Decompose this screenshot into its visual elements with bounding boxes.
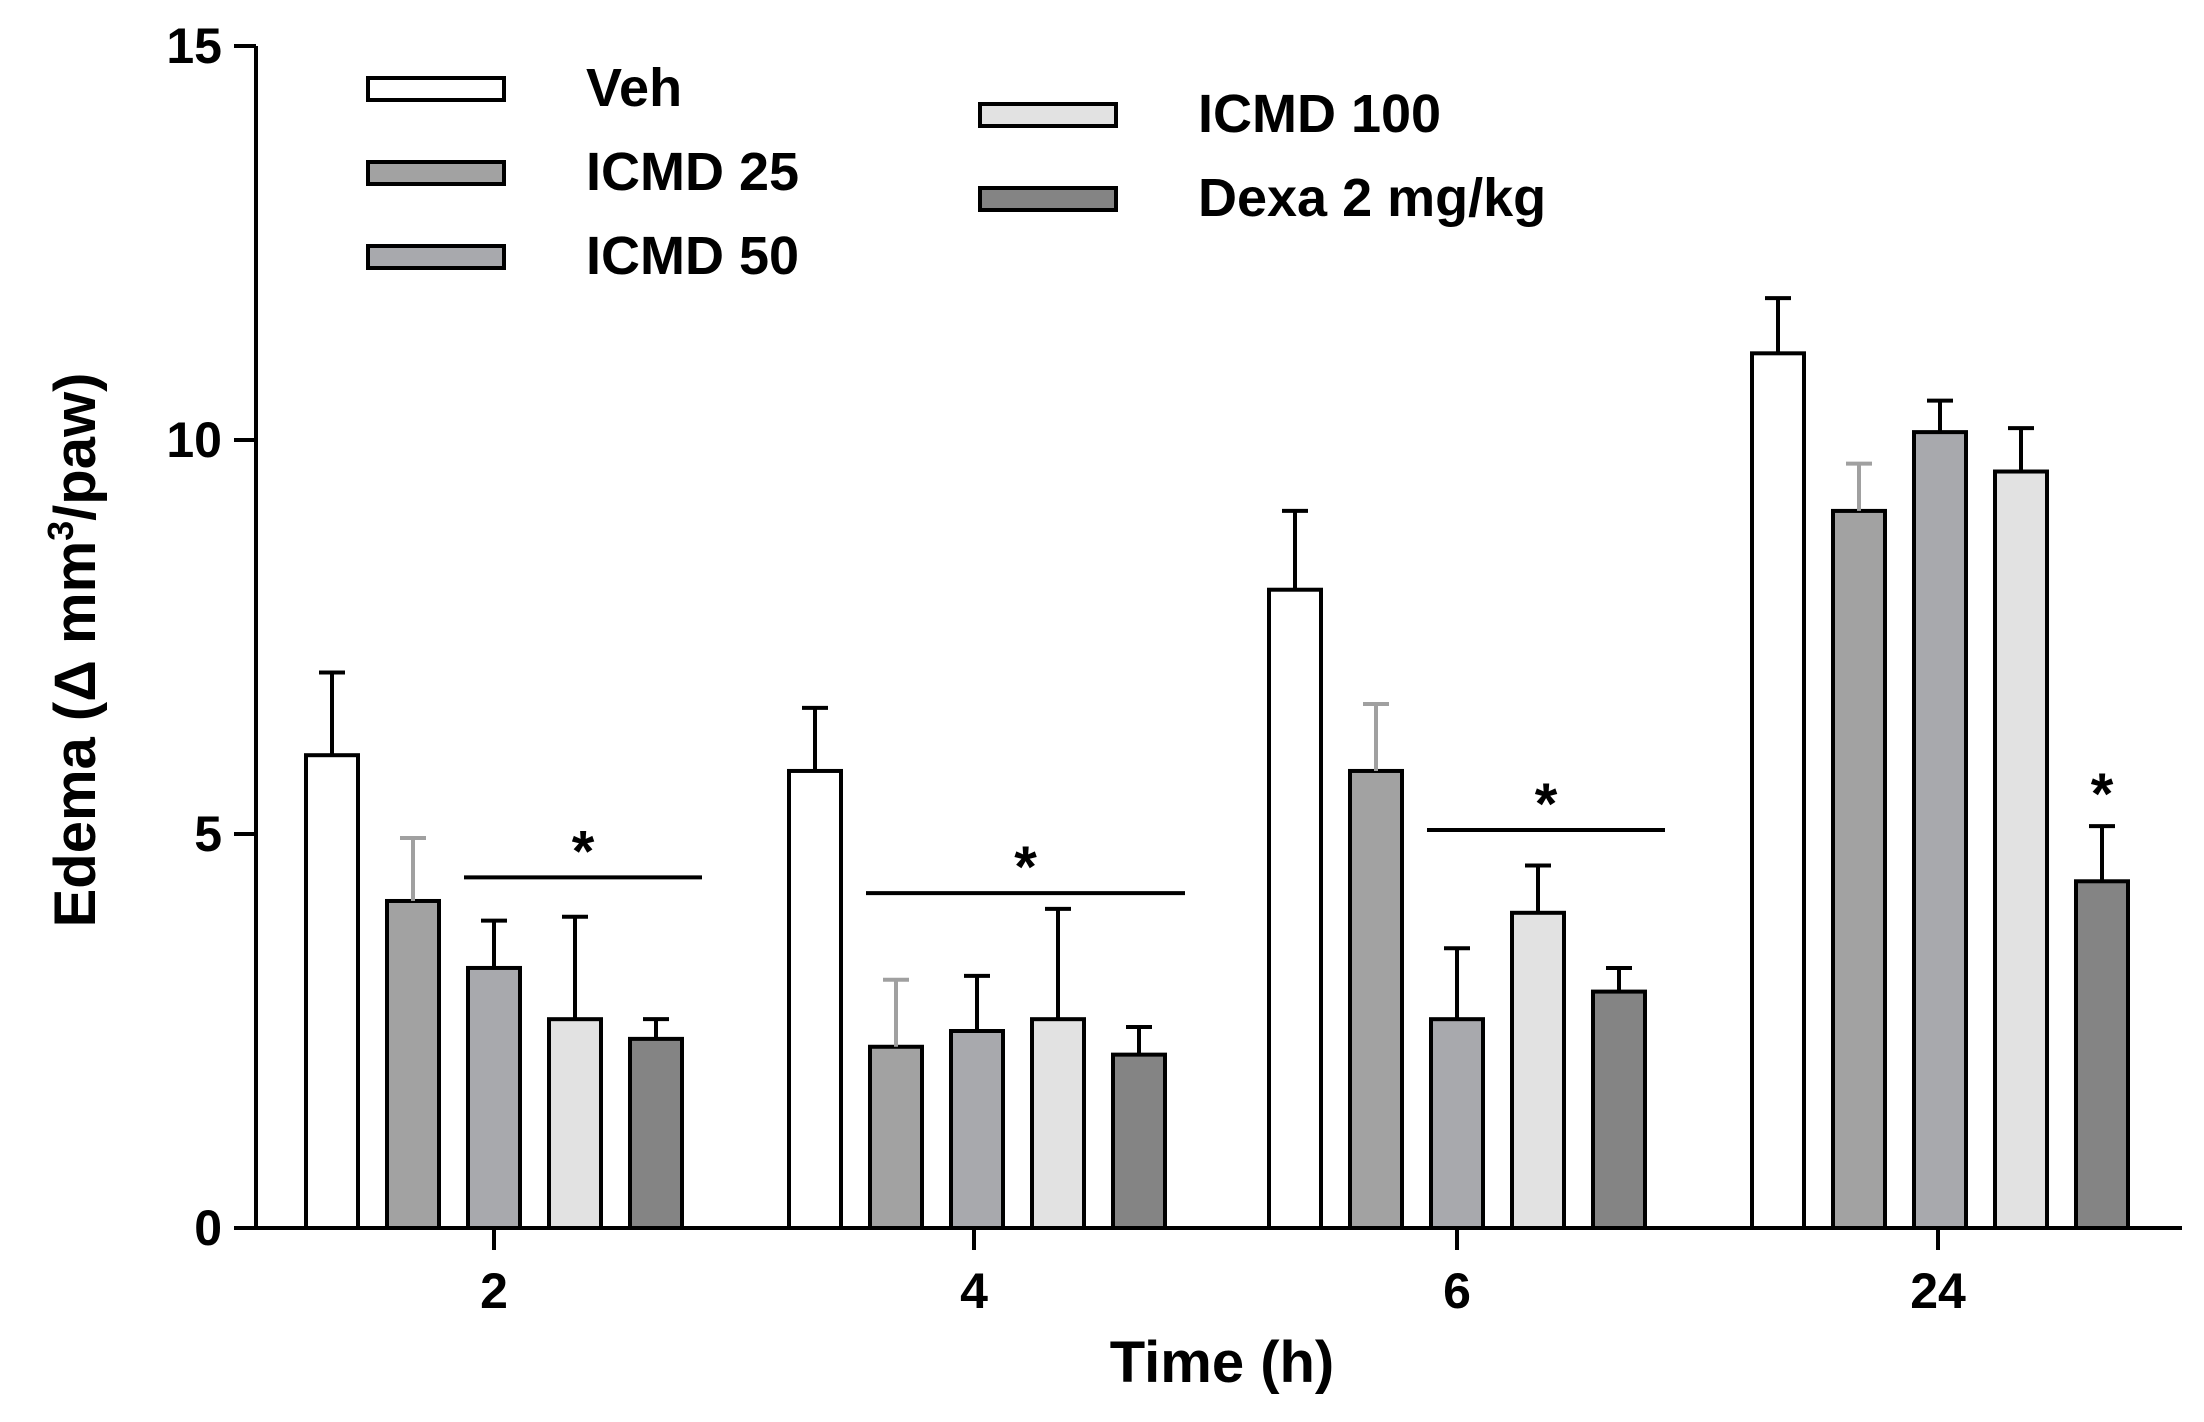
legend-swatch <box>980 188 1116 210</box>
bar-icmd-50-t4 <box>951 1031 1003 1228</box>
bar-icmd-100-t24 <box>1995 472 2047 1228</box>
bars <box>306 353 2128 1228</box>
significance-star: * <box>1535 772 1558 837</box>
legend-swatch <box>368 246 504 268</box>
y-tick-label: 15 <box>166 18 222 74</box>
bar-icmd-25-t6 <box>1350 771 1402 1228</box>
legend: Veh ICMD 25 ICMD 50 ICMD 100 Dexa 2 mg/kg <box>368 58 1546 286</box>
bar-veh-t4 <box>789 771 841 1228</box>
x-tick-label: 2 <box>480 1263 508 1319</box>
legend-label: ICMD 100 <box>1198 84 1441 144</box>
x-tick-label: 6 <box>1443 1263 1471 1319</box>
bar-icmd-25-t2 <box>387 901 439 1228</box>
bar-icmd-50-t2 <box>468 968 520 1228</box>
legend-label: ICMD 25 <box>586 142 799 202</box>
significance-star: * <box>1014 835 1037 900</box>
bar-chart: 0510152 4 6 24 * ** * VehICMD 25ICMD 50ICMD 1… <box>0 0 2204 1422</box>
legend-item-icmd-100: ICMD 100 <box>980 84 1441 144</box>
bar-dexa-2-mg-kg-t4 <box>1113 1055 1165 1228</box>
y-axis-title: Edema (Δ mm3/paw) <box>40 373 108 928</box>
bar-icmd-100-t6 <box>1512 913 1564 1228</box>
bar-icmd-25-t24 <box>1833 511 1885 1228</box>
bar-dexa-2-mg-kg-t6 <box>1593 992 1645 1228</box>
legend-swatch <box>368 162 504 184</box>
bar-dexa-2-mg-kg-t24 <box>2076 881 2128 1228</box>
bar-icmd-25-t4 <box>870 1047 922 1228</box>
x-tick-label: 4 <box>960 1263 988 1319</box>
legend-swatch <box>980 104 1116 126</box>
bar-icmd-100-t2 <box>549 1019 601 1228</box>
y-tick-label: 5 <box>194 806 222 862</box>
significance-star: * <box>2091 762 2114 827</box>
legend-swatch <box>368 78 504 100</box>
bar-icmd-50-t24 <box>1914 432 1966 1228</box>
legend-item-veh: Veh <box>368 58 682 118</box>
y-tick-label: 10 <box>166 412 222 468</box>
bar-veh-t2 <box>306 755 358 1228</box>
significance-star: * <box>572 819 595 884</box>
bar-veh-t24 <box>1752 353 1804 1228</box>
bar-icmd-100-t4 <box>1032 1019 1084 1228</box>
y-tick-label: 0 <box>194 1200 222 1256</box>
bar-veh-t6 <box>1269 590 1321 1228</box>
bar-icmd-50-t6 <box>1431 1019 1483 1228</box>
legend-label: Veh <box>586 58 682 118</box>
x-axis-title: Time (h) <box>1110 1330 1335 1395</box>
x-tick-label: 24 <box>1910 1263 1966 1319</box>
legend-label: ICMD 50 <box>586 226 799 286</box>
legend-item-icmd-25: ICMD 25 <box>368 142 799 202</box>
legend-label: Dexa 2 mg/kg <box>1198 168 1546 228</box>
bar-dexa-2-mg-kg-t2 <box>630 1039 682 1228</box>
legend-item-dexa-2-mg-kg: Dexa 2 mg/kg <box>980 168 1546 228</box>
legend-item-icmd-50: ICMD 50 <box>368 226 799 286</box>
